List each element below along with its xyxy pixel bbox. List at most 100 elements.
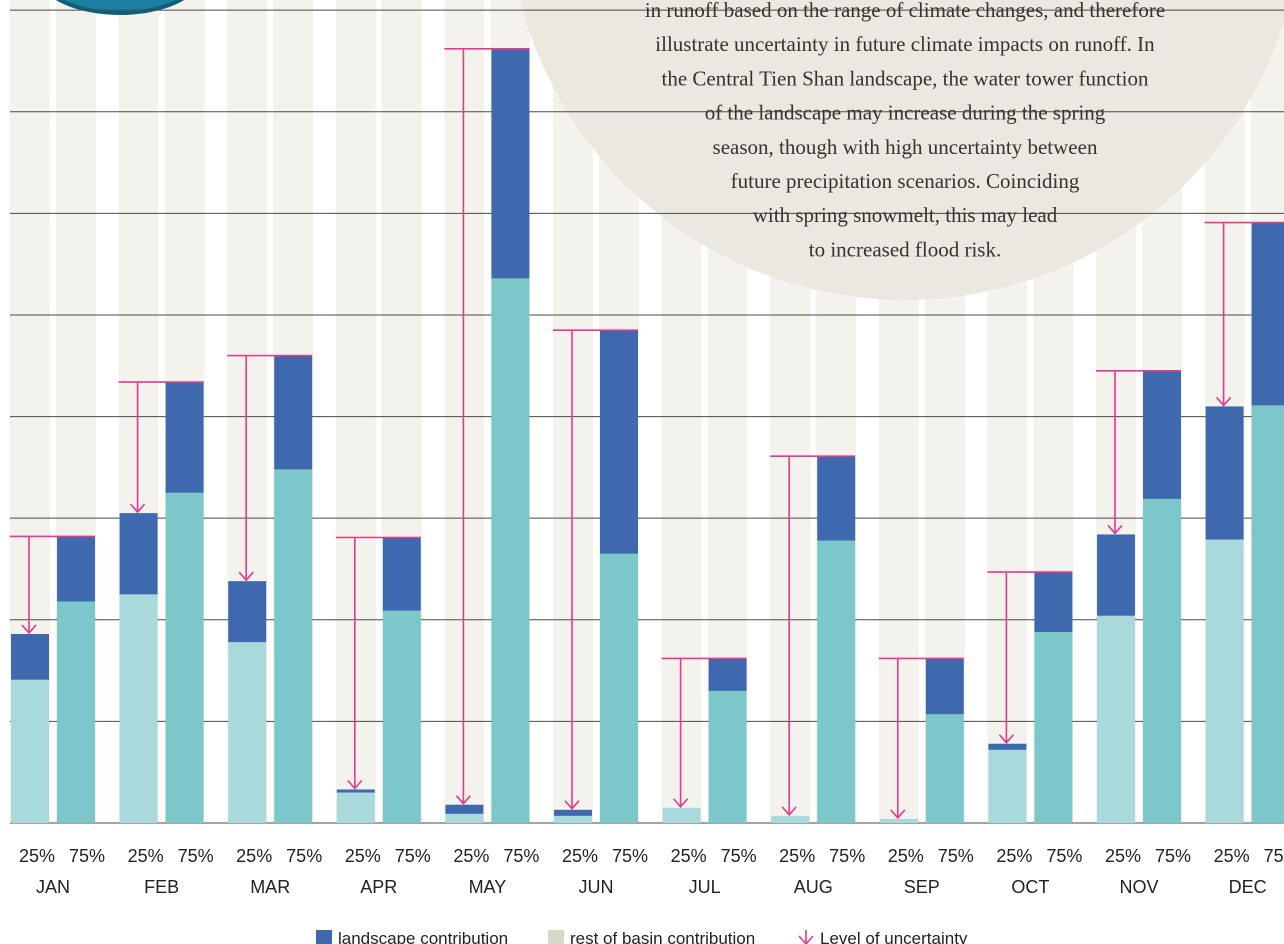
x-tick-label: DEC xyxy=(1229,877,1267,897)
bar-segment xyxy=(554,810,592,816)
bar-segment xyxy=(1252,223,1284,406)
bar-segment xyxy=(926,714,964,823)
x-tick-label: MAY xyxy=(469,877,507,897)
bar-segment xyxy=(771,816,809,823)
bar-segment xyxy=(709,691,747,823)
column-stripe xyxy=(336,0,376,823)
bar-label: 25% xyxy=(671,846,707,866)
annotation-line: of the landscape may increase during the… xyxy=(705,101,1106,125)
bar-segment xyxy=(1097,616,1135,823)
bar-segment xyxy=(1034,632,1072,823)
x-tick-label: FEB xyxy=(144,877,179,897)
legend-arrow xyxy=(799,930,813,944)
bar-segment xyxy=(926,658,964,714)
legend-label: Level of uncertainty xyxy=(820,929,968,944)
labels: 25% 75% JAN 25% 75% FEB 25% 75% MAR 25% 75% APR 25% 7… xyxy=(19,846,1284,897)
annotation-line: the Central Tien Shan landscape, the wat… xyxy=(662,66,1149,90)
bar-segment xyxy=(988,744,1026,750)
x-tick-label: AUG xyxy=(794,877,833,897)
bar-segment xyxy=(383,611,421,823)
bar-segment xyxy=(445,814,483,823)
bar-segment xyxy=(1097,534,1135,615)
x-tick-label: SEP xyxy=(904,877,940,897)
annotation-line: future precipitation scenarios. Coincidi… xyxy=(731,169,1080,193)
bar-segment xyxy=(1206,406,1244,539)
bar-segment xyxy=(337,789,375,792)
x-tick-label: JUL xyxy=(689,877,721,897)
bar-label: 75% xyxy=(938,846,974,866)
bar-segment xyxy=(988,750,1026,823)
bar-segment xyxy=(11,634,49,680)
bar-segment xyxy=(817,456,855,540)
annotation-line: illustrate uncertainty in future climate… xyxy=(655,32,1155,56)
bar-segment xyxy=(1143,371,1181,499)
bar-label: 75% xyxy=(395,846,431,866)
bar-label: 25% xyxy=(562,846,598,866)
bar-segment xyxy=(11,680,49,823)
bar-segment xyxy=(663,808,701,823)
bar-segment xyxy=(600,554,638,823)
bar-segment xyxy=(57,602,95,823)
bar-label: 75% xyxy=(1264,846,1284,866)
bar-segment xyxy=(120,594,158,823)
bar-segment xyxy=(166,382,204,493)
bar-label: 25% xyxy=(128,846,164,866)
bar-segment xyxy=(445,805,483,814)
chart: 25% 75% JAN 25% 75% FEB 25% 75% MAR 25% 75% APR 25% 7… xyxy=(0,0,1284,944)
bar-segment xyxy=(228,642,266,823)
bar-label: 75% xyxy=(1155,846,1191,866)
x-tick-label: OCT xyxy=(1011,877,1049,897)
bar-segment xyxy=(57,536,95,601)
bar-label: 75% xyxy=(286,846,322,866)
legend: landscape contribution rest of basin cont… xyxy=(316,929,968,944)
annotation-line: with spring snowmelt, this may lead xyxy=(753,203,1058,227)
bar-label: 25% xyxy=(19,846,55,866)
bar-segment xyxy=(337,793,375,823)
bar-segment xyxy=(600,330,638,554)
x-tick-label: JAN xyxy=(36,877,70,897)
legend-label: landscape contribution xyxy=(338,929,508,944)
legend-swatch xyxy=(548,930,564,944)
bar-label: 25% xyxy=(345,846,381,866)
bar-segment xyxy=(1206,540,1244,823)
bar-segment xyxy=(709,658,747,691)
bar-segment xyxy=(383,537,421,610)
bar-label: 75% xyxy=(503,846,539,866)
bar-segment xyxy=(1252,405,1284,823)
legend-swatch xyxy=(316,930,332,944)
column-stripe xyxy=(444,0,484,823)
x-tick-label: JUN xyxy=(579,877,614,897)
annotation-line: season, though with high uncertainty bet… xyxy=(713,135,1098,159)
annotation-line: to increased flood risk. xyxy=(809,237,1001,261)
x-tick-label: NOV xyxy=(1119,877,1158,897)
bar-segment xyxy=(274,356,312,470)
bar-segment xyxy=(491,278,529,823)
bar-segment xyxy=(1034,572,1072,632)
bar-label: 75% xyxy=(69,846,105,866)
bar-label: 25% xyxy=(1105,846,1141,866)
bar-segment xyxy=(166,493,204,823)
legend-label: rest of basin contribution xyxy=(570,929,755,944)
bar-segment xyxy=(554,816,592,823)
x-tick-label: MAR xyxy=(250,877,290,897)
bar-segment xyxy=(1143,499,1181,823)
bar-segment xyxy=(817,541,855,823)
bar-label: 25% xyxy=(888,846,924,866)
bar-label: 25% xyxy=(996,846,1032,866)
bar-label: 25% xyxy=(779,846,815,866)
bar-label: 75% xyxy=(178,846,214,866)
annotation-line: in runoff based on the range of climate … xyxy=(645,0,1165,22)
x-tick-label: APR xyxy=(360,877,397,897)
bar-label: 25% xyxy=(453,846,489,866)
bar-label: 25% xyxy=(1214,846,1250,866)
bar-segment xyxy=(491,49,529,279)
bar-segment xyxy=(228,581,266,642)
bar-segment xyxy=(120,513,158,594)
bar-segment xyxy=(274,469,312,823)
bar-label: 75% xyxy=(612,846,648,866)
bar-label: 75% xyxy=(829,846,865,866)
bar-label: 25% xyxy=(236,846,272,866)
bar-label: 75% xyxy=(721,846,757,866)
bar-label: 75% xyxy=(1046,846,1082,866)
bar-segment xyxy=(880,819,918,823)
